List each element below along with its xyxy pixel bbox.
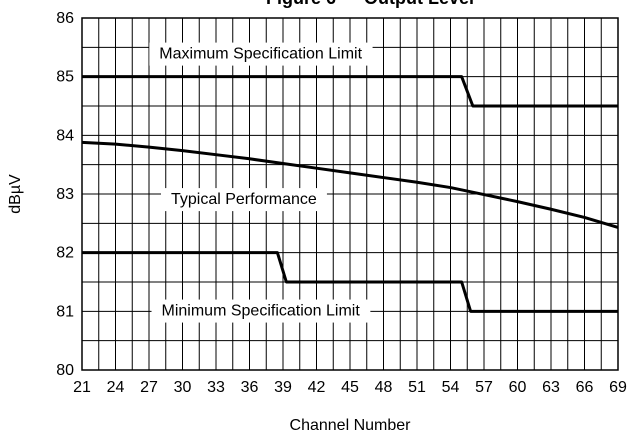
x-tick-label: 54 bbox=[442, 379, 460, 396]
x-tick-label: 30 bbox=[174, 379, 192, 396]
plot-frame bbox=[81, 17, 619, 371]
x-tick-label: 69 bbox=[609, 379, 627, 396]
annotation-background bbox=[149, 42, 373, 66]
x-tick-label: 21 bbox=[73, 379, 91, 396]
annotation-background bbox=[151, 299, 371, 323]
x-axis-title: Channel Number bbox=[290, 417, 412, 434]
annotation-label: Minimum Specification Limit bbox=[162, 303, 361, 320]
x-tick-label: 42 bbox=[308, 379, 326, 396]
x-tick-label: 48 bbox=[375, 379, 393, 396]
chart-title: Figure 6 — Output Level bbox=[266, 0, 474, 8]
y-tick-label: 84 bbox=[56, 127, 74, 144]
y-tick-label: 80 bbox=[56, 362, 74, 379]
typical-performance-line bbox=[81, 140, 619, 229]
x-tick-label: 57 bbox=[475, 379, 493, 396]
x-tick-label: 36 bbox=[241, 379, 259, 396]
annotation-label: Maximum Specification Limit bbox=[159, 46, 362, 63]
y-axis-title: dBµV bbox=[7, 174, 24, 214]
x-tick-label: 27 bbox=[140, 379, 158, 396]
y-tick-label: 86 bbox=[56, 10, 74, 27]
x-tick-label: 33 bbox=[207, 379, 225, 396]
y-tick-label: 81 bbox=[56, 303, 74, 320]
annotation-1: Maximum Specification Limit bbox=[149, 42, 373, 66]
minimum-limit-line bbox=[82, 251, 618, 313]
x-tick-label: 39 bbox=[274, 379, 292, 396]
annotation-2: Typical Performance bbox=[160, 188, 327, 212]
x-tick-label: 63 bbox=[542, 379, 560, 396]
y-tick-label: 83 bbox=[56, 186, 74, 203]
x-tick-label: 66 bbox=[576, 379, 594, 396]
annotation-background bbox=[160, 188, 327, 212]
annotation-3: Minimum Specification Limit bbox=[151, 299, 371, 323]
y-tick-label: 85 bbox=[56, 69, 74, 86]
maximum-limit-line bbox=[82, 75, 618, 108]
x-tick-label: 45 bbox=[341, 379, 359, 396]
x-tick-label: 60 bbox=[509, 379, 527, 396]
x-tick-label: 51 bbox=[408, 379, 426, 396]
y-tick-label: 82 bbox=[56, 245, 74, 262]
annotation-label: Typical Performance bbox=[171, 191, 317, 208]
x-tick-label: 24 bbox=[107, 379, 125, 396]
